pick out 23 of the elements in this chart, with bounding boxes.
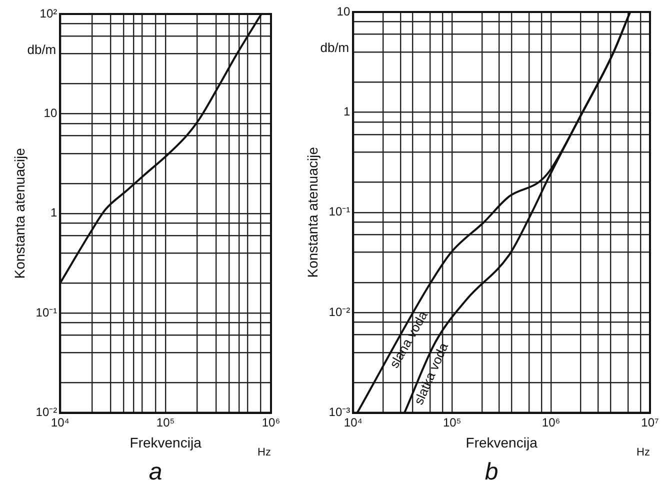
text: a [148, 458, 162, 486]
x-tick-label: 10⁵ [156, 415, 175, 430]
y-tick-label: 10⁻² [328, 304, 350, 319]
y-tick-label: 10⁻¹ [36, 305, 58, 320]
text: Hz [258, 446, 271, 458]
y-tick-label: 10 [44, 106, 58, 120]
text: db/m [320, 40, 350, 56]
x-axis-title: Frekvencija [130, 434, 202, 450]
y-tick-label: 1 [50, 206, 58, 220]
y-tick-label: 10⁻¹ [328, 204, 350, 219]
x-tick-label: 10⁶ [262, 415, 280, 430]
x-tick-label: 10⁵ [442, 415, 462, 430]
y-tick-label: 10² [40, 6, 58, 20]
y-axis-title: Konstanta atenuacije [11, 148, 28, 279]
text: b [484, 458, 498, 486]
y-axis-title: Konstanta atenuacije [304, 146, 320, 278]
text: db/m [27, 42, 56, 58]
y-tick-label: 10 [336, 4, 350, 18]
y-tick-label: 1 [343, 104, 350, 119]
x-tick-label: 10⁷ [641, 415, 659, 430]
text: Hz [636, 446, 650, 458]
x-axis-title: Frekvencija [466, 434, 538, 450]
x-tick-label: 10⁶ [542, 415, 560, 430]
